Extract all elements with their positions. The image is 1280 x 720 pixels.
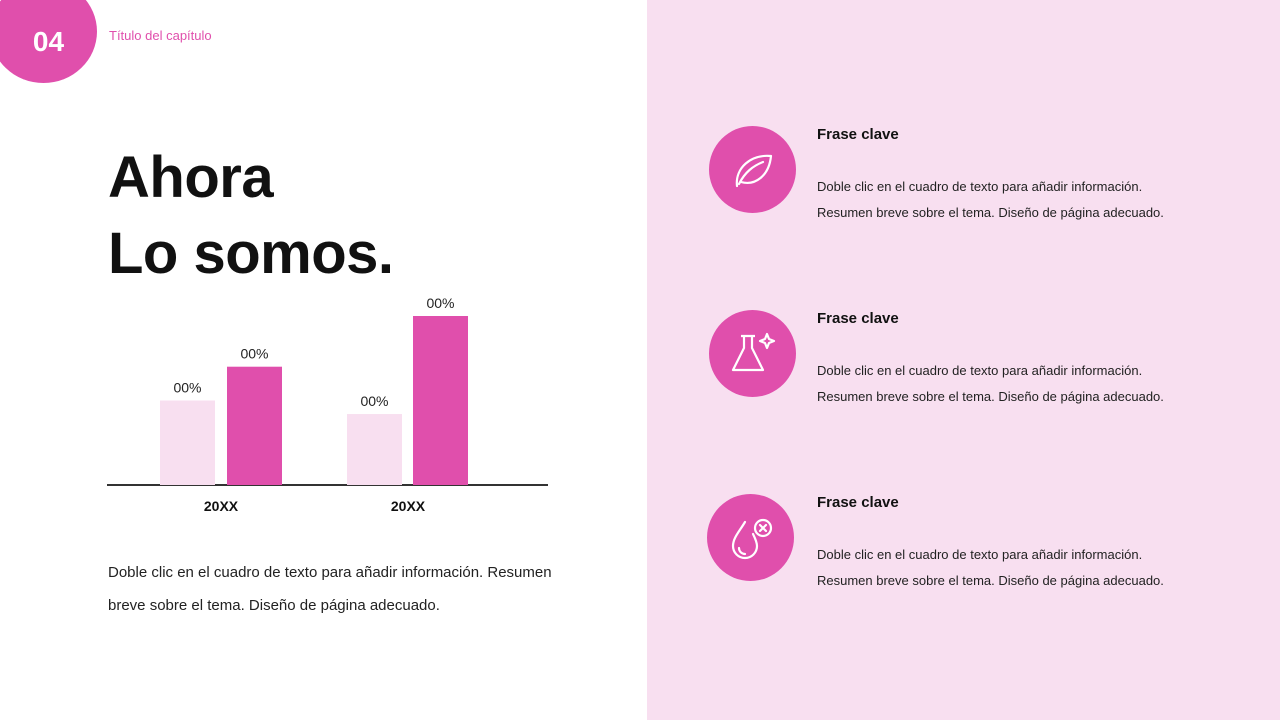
item-text-line: Resumen breve sobre el tema. Diseño de p… [817, 389, 1164, 404]
item-text-line: Resumen breve sobre el tema. Diseño de p… [817, 573, 1164, 588]
flask-sparkle-icon [709, 310, 796, 397]
key-item-1: Frase clave Doble clic en el cuadro de t… [709, 126, 1249, 220]
title-line-2: Lo somos. [108, 221, 394, 286]
item-text-line: Doble clic en el cuadro de texto para añ… [817, 179, 1143, 194]
bar-value-label: 00% [240, 346, 268, 362]
item-text-line: Doble clic en el cuadro de texto para añ… [817, 363, 1143, 378]
item-text: Doble clic en el cuadro de texto para añ… [817, 174, 1237, 226]
bar-value-label: 00% [426, 295, 454, 311]
item-title: Frase clave [817, 310, 899, 327]
bar [227, 366, 282, 485]
bar [160, 400, 215, 485]
item-text: Doble clic en el cuadro de texto para añ… [817, 542, 1237, 594]
item-title: Frase clave [817, 126, 899, 143]
item-text-line: Doble clic en el cuadro de texto para añ… [817, 547, 1143, 562]
category-label: 20XX [391, 498, 426, 514]
slide-title: Ahora Lo somos. [108, 140, 394, 292]
title-line-1: Ahora [108, 145, 274, 210]
category-label: 20XX [204, 498, 239, 514]
item-title: Frase clave [817, 494, 899, 511]
key-item-2: Frase clave Doble clic en el cuadro de t… [709, 310, 1249, 404]
bar-value-label: 00% [360, 393, 388, 409]
bar-value-label: 00% [173, 380, 201, 396]
item-text: Doble clic en el cuadro de texto para añ… [817, 358, 1237, 410]
chapter-number: 04 [32, 25, 65, 57]
item-text-line: Resumen breve sobre el tema. Diseño de p… [817, 205, 1164, 220]
bar [413, 316, 468, 485]
key-item-3: Frase clave Doble clic en el cuadro de t… [707, 494, 1247, 588]
bar-chart: 00% 00% 20XX 00% 00% 20XX [107, 295, 548, 514]
chapter-title: Título del capítulo [109, 28, 212, 43]
drop-cross-icon [707, 494, 794, 581]
bar [347, 414, 402, 485]
leaf-icon [709, 126, 796, 213]
body-paragraph: Doble clic en el cuadro de texto para añ… [108, 564, 552, 614]
